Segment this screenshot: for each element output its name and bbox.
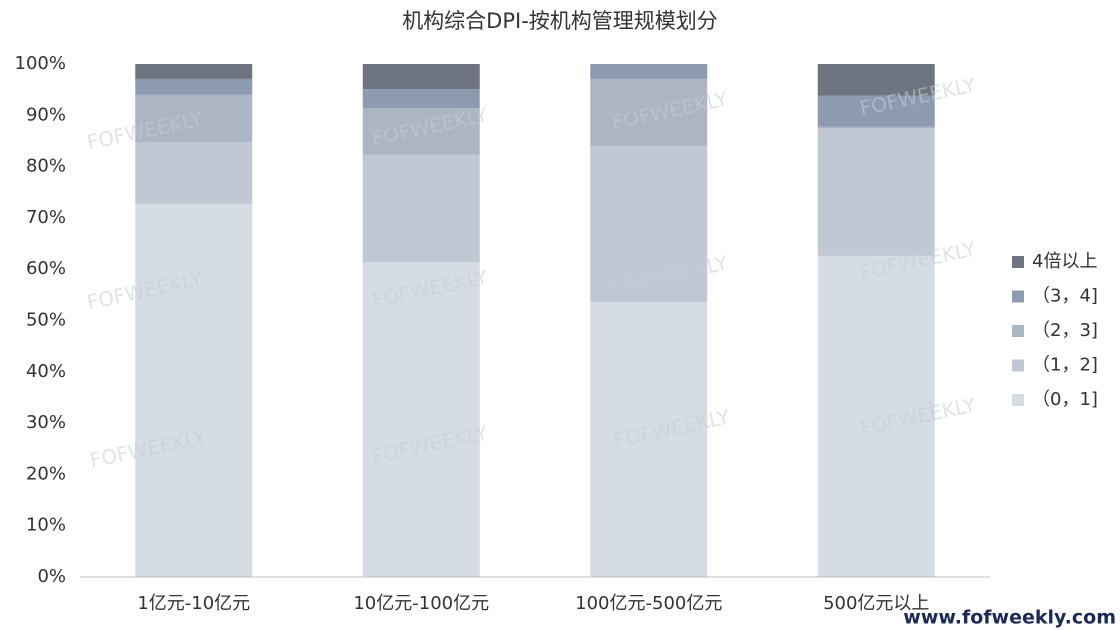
bar-segment (362, 108, 480, 155)
x-tick-label: 100亿元-500亿元 (575, 593, 722, 614)
bar-segment (817, 126, 935, 129)
legend-swatch (1012, 359, 1024, 372)
legend-label: （1，2] (1032, 355, 1098, 376)
bar-segment (135, 64, 253, 79)
bar-segment (362, 89, 480, 109)
chart-title: 机构综合DPI-按机构管理规模划分 (402, 9, 718, 33)
bar-segment (135, 94, 253, 142)
x-tick-label: 500亿元以上 (823, 593, 929, 614)
y-tick-label: 20% (26, 463, 66, 484)
legend-swatch (1012, 256, 1024, 268)
legend-label: 4倍以上 (1032, 251, 1097, 272)
bar-segment (590, 64, 708, 79)
legend-label: （0，1] (1032, 389, 1098, 410)
bar-segment (590, 146, 708, 303)
bar-segment (817, 95, 935, 127)
bar-segment (135, 141, 253, 205)
y-tick-label: 60% (26, 258, 66, 279)
bar-segment (135, 204, 253, 577)
bar-segment (590, 78, 708, 147)
y-tick-label: 80% (26, 156, 66, 177)
y-tick-label: 90% (26, 104, 66, 125)
x-tick-label: 10亿元-100亿元 (353, 593, 489, 614)
bar-segment (590, 302, 708, 577)
y-tick-label: 70% (26, 207, 66, 228)
legend-label: （3，4] (1032, 286, 1098, 307)
legend-label: （2，3] (1032, 320, 1098, 341)
bar-segment (362, 262, 480, 577)
x-tick-label: 1亿元-10亿元 (137, 593, 250, 614)
bar-segment (362, 154, 480, 263)
y-tick-label: 0% (37, 566, 66, 587)
bar-segment (817, 64, 935, 96)
legend-swatch (1012, 290, 1024, 303)
bar-segment (362, 64, 480, 90)
bar-segment (817, 255, 935, 577)
bar-segment (135, 78, 253, 95)
y-tick-label: 40% (26, 361, 66, 382)
legend-swatch (1012, 394, 1024, 406)
y-tick-label: 50% (26, 310, 66, 331)
bar-segment (817, 128, 935, 256)
y-tick-label: 30% (26, 412, 66, 433)
legend-swatch (1012, 325, 1024, 337)
y-tick-label: 10% (26, 515, 66, 536)
y-tick-label: 100% (15, 53, 66, 74)
source: www.fofweekly.com (903, 607, 1116, 629)
